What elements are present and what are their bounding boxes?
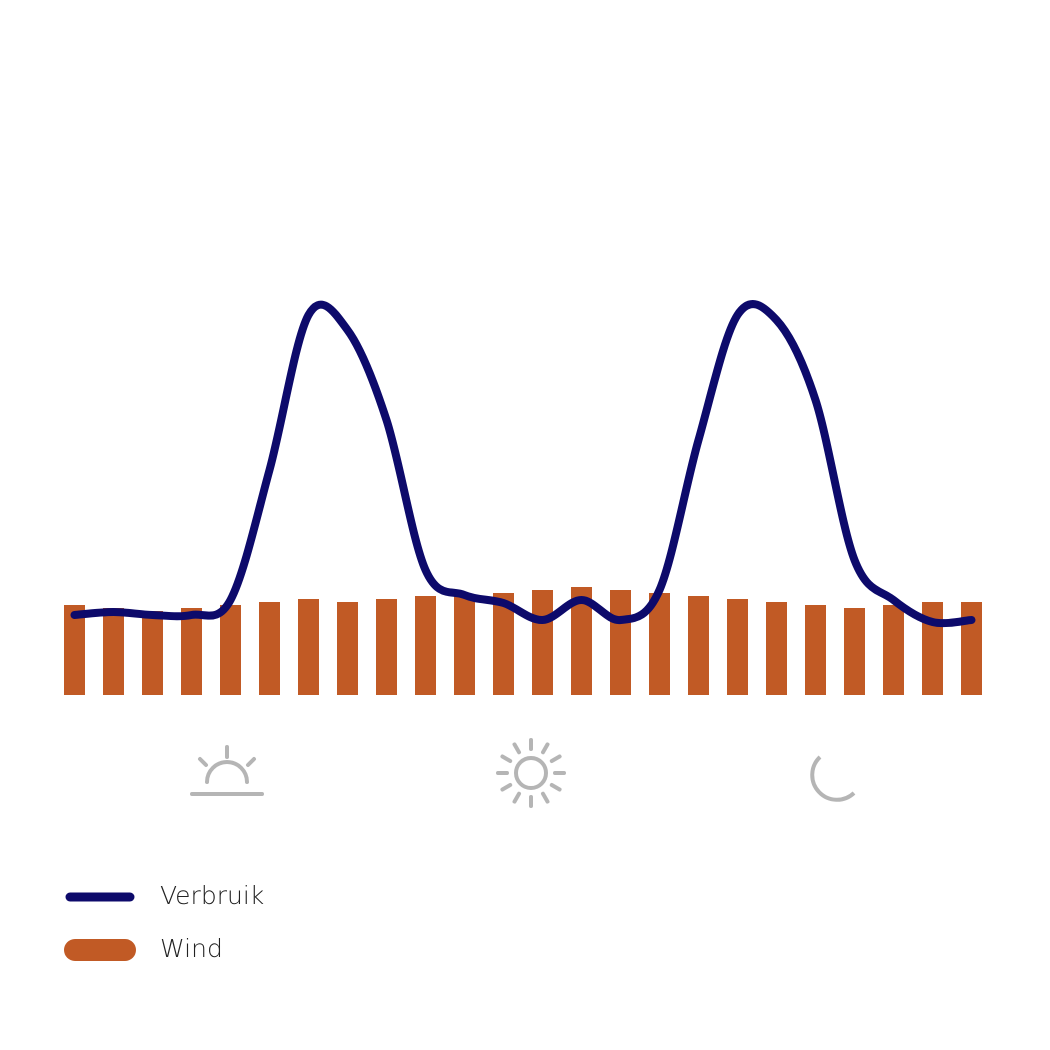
bar xyxy=(142,611,163,695)
sun-ray xyxy=(512,791,521,804)
bars xyxy=(64,587,982,695)
bar xyxy=(298,599,319,695)
moon-icon xyxy=(810,755,856,802)
bar xyxy=(610,590,631,695)
bar xyxy=(844,608,865,695)
bar xyxy=(376,599,397,695)
bar xyxy=(259,602,280,695)
bar xyxy=(415,596,436,695)
sun-ray xyxy=(500,754,513,763)
sun-ray xyxy=(549,783,562,792)
bar xyxy=(532,590,553,695)
bar xyxy=(103,608,124,695)
sun-ray xyxy=(541,742,550,755)
bar xyxy=(766,602,787,695)
bar xyxy=(649,593,670,695)
bar xyxy=(571,587,592,695)
line xyxy=(70,300,976,628)
sun-icon xyxy=(496,738,566,808)
bar xyxy=(688,596,709,695)
legend: Verbruik Wind xyxy=(64,881,264,963)
sun-ray xyxy=(512,742,521,755)
lines xyxy=(70,300,976,628)
legend-label: Verbruik xyxy=(160,881,264,910)
bar xyxy=(220,605,241,695)
bar xyxy=(337,602,358,695)
sunrise-icon xyxy=(190,745,264,796)
sun-ray xyxy=(541,791,550,804)
bar xyxy=(805,605,826,695)
bar xyxy=(727,599,748,695)
bar xyxy=(961,602,982,695)
sun-ray xyxy=(549,754,562,763)
bar xyxy=(883,605,904,695)
legend-marker xyxy=(64,939,136,961)
bar xyxy=(64,605,85,695)
bar xyxy=(181,608,202,695)
bar xyxy=(493,593,514,695)
sun-ray xyxy=(500,783,513,792)
bar xyxy=(454,596,475,695)
legend-label: Wind xyxy=(160,934,223,963)
